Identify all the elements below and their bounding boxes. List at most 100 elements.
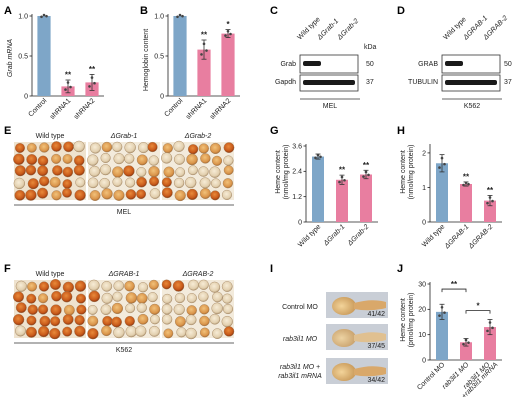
- category-label: ΔGRAB-2: [467, 223, 494, 250]
- y-tick-label: 2: [422, 150, 426, 157]
- micrograph-f-wildtype: [13, 278, 87, 340]
- chart-a-ylabel: Grab mRNA: [7, 39, 14, 77]
- micrograph-e-label-2: ΔGrab-1: [110, 133, 138, 140]
- panel-letter-j: J: [397, 263, 403, 275]
- y-tick-label: 0: [422, 357, 426, 364]
- embryos-i: Control MO 41/42 rab3il1 MO 37/45 rab3il…: [278, 292, 388, 384]
- panel-letter-f: F: [4, 263, 11, 275]
- category-label: Wild type: [297, 223, 322, 248]
- embryo-row-1-count: 41/42: [367, 311, 385, 318]
- micrograph-e-label-3: ΔGrab-2: [184, 133, 212, 140]
- significance-mark: **: [339, 166, 346, 175]
- data-point: [226, 29, 230, 33]
- bar: [197, 49, 211, 96]
- data-point: [176, 15, 179, 19]
- blot-c-row-1-box: [299, 54, 359, 74]
- embryo-row-2-count: 37/45: [367, 343, 385, 350]
- panel-letter-i: I: [270, 263, 273, 275]
- category-label: shRNA1: [49, 97, 72, 120]
- data-point: [40, 15, 43, 19]
- data-point: [66, 81, 70, 84]
- data-point: [438, 166, 441, 169]
- embryo-row-2-label: rab3il1 MO: [283, 336, 318, 343]
- y-tick-label: 1.0: [154, 13, 164, 20]
- category-label: shRNA2: [209, 97, 232, 120]
- data-point: [224, 34, 227, 37]
- category-label: Control: [27, 97, 48, 118]
- data-point: [181, 14, 184, 18]
- data-point: [467, 182, 470, 186]
- micrograph-f-label-1: Wild type: [36, 271, 65, 278]
- micrograph-e-label-1: Wild type: [36, 133, 65, 140]
- chart-h-ylabel-2: (nmol/mg protein): [408, 145, 415, 200]
- blot-c-lane-3: ΔGrab-2: [336, 18, 360, 42]
- y-tick-label: 0.5: [18, 53, 28, 60]
- data-point: [93, 81, 96, 85]
- chart-g-ylabel-2: (nmol/mg protein): [283, 145, 290, 200]
- data-point: [340, 175, 344, 179]
- y-tick-label: 0: [422, 219, 426, 226]
- bar: [436, 311, 448, 360]
- panel-letter-h: H: [397, 125, 405, 137]
- micrograph-e-grab1: [87, 141, 161, 201]
- blot-d-row-1-label: GRAB: [418, 61, 438, 68]
- y-tick-label: 3.6: [292, 143, 302, 150]
- data-point: [343, 178, 346, 182]
- blot-c-row-1-label: Grab: [280, 61, 296, 68]
- bar: [312, 156, 324, 222]
- category-label: Control: [163, 97, 184, 118]
- data-point: [467, 341, 470, 344]
- embryo-row-3-label-1: rab3il1 MO +: [280, 364, 320, 371]
- category-label: ΔGrab-2: [346, 223, 370, 247]
- micrograph-f-grab1: [87, 279, 161, 340]
- significance-mark: **: [89, 65, 96, 74]
- significance-mark: **: [201, 31, 208, 40]
- bar: [484, 200, 496, 222]
- blot-c-band-grab: [303, 61, 321, 66]
- micrographs-f: Wild type ΔGRAB-1 ΔGRAB-2 K562: [13, 271, 235, 354]
- blot-c-kda: kDa: [364, 44, 377, 51]
- bar: [173, 16, 187, 96]
- micrograph-f-cell: K562: [116, 347, 132, 354]
- category-label: shRNA1: [185, 97, 208, 120]
- y-tick-label: 1: [422, 185, 426, 192]
- data-point: [443, 162, 446, 166]
- data-point: [486, 329, 489, 333]
- bar: [336, 179, 348, 222]
- chart-b: 0 0.5 1.0 Control ** shRNA1 * shRNA2: [154, 13, 240, 121]
- y-tick-label: 30: [418, 281, 426, 288]
- chart-j-ylabel-1: Heme content: [400, 298, 407, 342]
- micrograph-f-label-3: ΔGRAB-2: [182, 271, 214, 278]
- data-point: [440, 306, 444, 309]
- significance-mark: **: [363, 161, 370, 170]
- data-point: [464, 181, 468, 185]
- data-point: [462, 342, 465, 346]
- data-point: [364, 170, 368, 174]
- blot-d-row-2-label: TUBULIN: [408, 79, 438, 86]
- micrograph-e-grab2: [161, 140, 235, 202]
- y-tick-label: 2.4: [292, 169, 302, 176]
- significance-mark: **: [65, 71, 72, 80]
- blot-c-band-gapdh: [303, 80, 355, 85]
- data-point: [45, 14, 48, 18]
- y-tick-label: 0: [160, 93, 164, 100]
- y-tick-label: 10: [418, 332, 426, 339]
- chart-g: 0 1.2 2.4 3.6 Wild type ** ΔGrab-1 ** ΔGrab-2: [292, 143, 378, 249]
- data-point: [488, 196, 492, 199]
- data-point: [314, 156, 317, 160]
- panel-letter-a: A: [4, 5, 12, 17]
- micrograph-f-label-2: ΔGRAB-1: [108, 271, 140, 278]
- y-tick-label: 0: [298, 219, 302, 226]
- embryo-row-3-count: 34/42: [367, 377, 385, 384]
- bar: [360, 174, 372, 222]
- y-tick-label: 1.2: [292, 194, 302, 201]
- data-point: [438, 314, 441, 317]
- blot-c-row-1-marker: 50: [366, 61, 374, 68]
- y-tick-label: 0.5: [154, 53, 164, 60]
- y-tick-label: 20: [418, 307, 426, 314]
- data-point: [338, 180, 341, 184]
- y-tick-label: 1.0: [18, 13, 28, 20]
- panel-letter-b: B: [140, 5, 148, 17]
- data-point: [178, 13, 182, 17]
